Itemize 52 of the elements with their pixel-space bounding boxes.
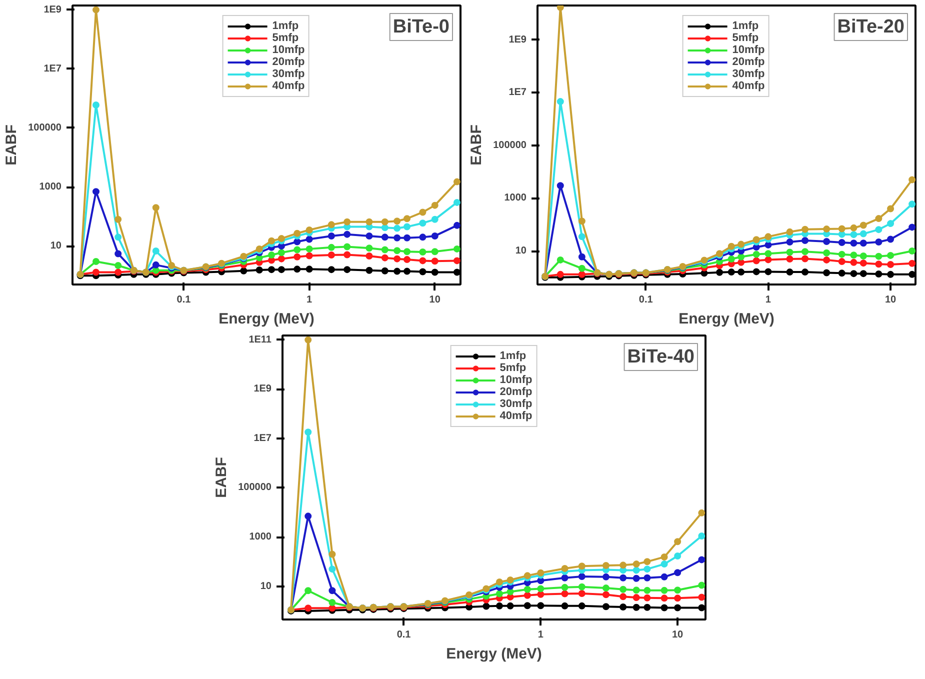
x-tick-label: 10 xyxy=(884,294,897,306)
y-tick-label: 1E9 xyxy=(44,4,62,16)
y-tick-label: 1E11 xyxy=(248,334,272,346)
legend-label: 10mfp xyxy=(500,374,532,386)
legend-label: 1mfp xyxy=(272,20,299,32)
x-tick-label: 0.1 xyxy=(396,630,412,640)
y-tick-label: 1E9 xyxy=(254,384,272,395)
x-tick-label: 0.1 xyxy=(638,294,654,306)
y-tick-label: 10 xyxy=(515,246,527,257)
y-tick-label: 1E7 xyxy=(44,63,62,74)
y-axis-title: EABF xyxy=(213,457,230,498)
y-tick-label: 100000 xyxy=(238,482,272,494)
legend-label: 30mfp xyxy=(500,398,532,410)
text: BiTe-0 xyxy=(392,16,450,38)
legend-label: 10mfp xyxy=(272,44,305,56)
legend-label: 30mfp xyxy=(272,68,305,80)
y-axis-title: EABF xyxy=(468,124,486,166)
legend-label: 1mfp xyxy=(500,350,526,362)
y-tick-label: 100000 xyxy=(28,122,62,134)
x-tick-label: 1 xyxy=(306,294,313,306)
legend-label: 1mfp xyxy=(732,20,759,32)
legend-label: 20mfp xyxy=(272,56,305,68)
legend-label: 40mfp xyxy=(732,80,765,92)
text: BiTe-40 xyxy=(627,346,695,368)
y-tick-label: 1000 xyxy=(249,532,272,543)
legend-label: 5mfp xyxy=(732,32,759,44)
y-tick-label: 1E9 xyxy=(508,34,527,46)
x-axis-title: Energy (MeV) xyxy=(218,310,314,328)
legend-label: 5mfp xyxy=(272,32,299,44)
legend-label: 20mfp xyxy=(500,386,532,398)
y-tick-label: 10 xyxy=(260,580,272,592)
x-tick-label: 10 xyxy=(429,294,441,306)
y-tick-label: 10 xyxy=(50,240,62,252)
legend-label: 10mfp xyxy=(732,44,765,56)
y-tick-label: 1E7 xyxy=(254,432,272,444)
y-tick-label: 1000 xyxy=(504,192,527,204)
x-tick-label: 1 xyxy=(538,630,544,640)
y-tick-label: 100000 xyxy=(493,140,527,151)
y-axis-title: EABF xyxy=(3,124,20,166)
text: BiTe-20 xyxy=(837,16,905,38)
x-axis-title: Energy (MeV) xyxy=(446,646,542,662)
legend-label: 40mfp xyxy=(500,410,532,422)
legend-label: 40mfp xyxy=(272,80,305,92)
x-tick-label: 10 xyxy=(672,630,684,640)
y-tick-label: 1000 xyxy=(39,182,62,193)
x-tick-label: 0.1 xyxy=(176,294,192,306)
x-axis-title: Energy (MeV) xyxy=(678,310,774,328)
x-tick-label: 1 xyxy=(765,294,772,306)
legend-label: 5mfp xyxy=(500,362,526,374)
y-tick-label: 1E7 xyxy=(508,87,527,98)
legend-label: 20mfp xyxy=(732,56,765,68)
legend-label: 30mfp xyxy=(732,68,765,80)
